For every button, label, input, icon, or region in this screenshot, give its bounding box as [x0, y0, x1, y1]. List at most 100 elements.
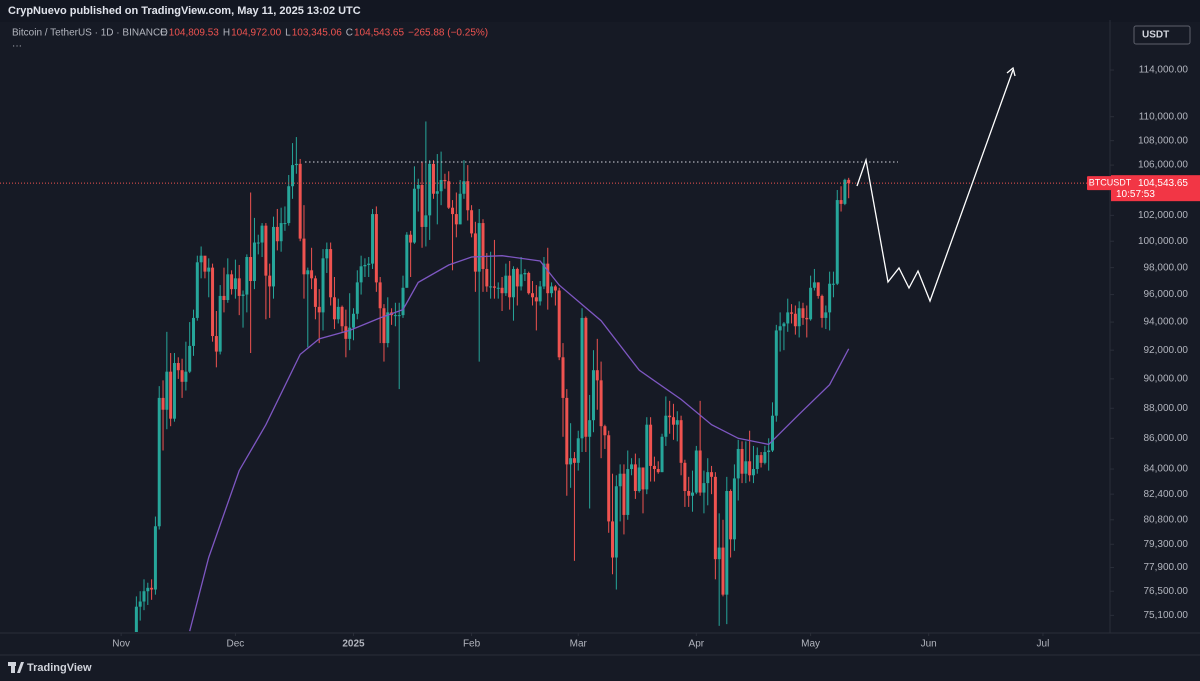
candle-body: [374, 214, 378, 283]
y-tick-label: 90,000.00: [1144, 374, 1189, 385]
x-tick-label: Feb: [463, 639, 481, 650]
candle-body: [283, 223, 287, 225]
candle-body: [664, 415, 668, 437]
candle-body: [732, 478, 736, 540]
candle-body: [359, 266, 363, 283]
candle-body: [843, 179, 847, 204]
candle-body: [431, 163, 435, 194]
candle-body: [249, 257, 253, 282]
candle-body: [195, 262, 199, 318]
candle-body: [176, 363, 180, 371]
candle-body: [386, 312, 390, 344]
publisher: CrypNuevo published on TradingView.com, …: [8, 5, 361, 17]
candle-body: [801, 308, 805, 318]
y-tick-label: 110,000.00: [1139, 111, 1189, 122]
candle-body: [812, 282, 816, 288]
y-tick-label: 96,000.00: [1144, 289, 1189, 300]
y-tick-label: 77,900.00: [1144, 562, 1189, 573]
currency[interactable]: USDT: [1142, 30, 1169, 41]
candle-body: [534, 297, 538, 302]
candle-body: [226, 274, 230, 301]
candle-body: [146, 587, 150, 592]
candle-body: [332, 297, 336, 320]
candle-body: [557, 290, 561, 358]
currency-button[interactable]: [1133, 25, 1191, 45]
symbol-tag: BTCUSDT: [1089, 178, 1132, 188]
candle-body: [142, 591, 146, 602]
y-tick-label: 102,000.00: [1138, 210, 1188, 221]
y-tick-label: 100,000.00: [1138, 236, 1188, 247]
candle-body: [820, 295, 824, 318]
candle-body: [302, 238, 306, 275]
candle-body: [729, 490, 733, 540]
moving-average: [189, 255, 850, 632]
y-tick-label: 88,000.00: [1144, 403, 1189, 414]
candle-body: [405, 234, 409, 288]
candle-body: [275, 226, 279, 242]
candle-body: [591, 370, 595, 421]
candle-body: [233, 278, 237, 290]
projection-arrowhead: [1006, 66, 1016, 77]
ohlc-value: 104,543.65: [354, 28, 404, 39]
candle-body: [355, 282, 359, 314]
candle-body: [264, 225, 268, 276]
candle-body: [652, 465, 656, 470]
x-tick-label: May: [801, 639, 820, 650]
candle-body: [569, 458, 573, 465]
candle-body: [268, 275, 272, 287]
candle-body: [744, 461, 748, 474]
candle-body: [710, 472, 714, 477]
countdown: 10:57:53: [1116, 189, 1155, 200]
candle-body: [298, 163, 302, 239]
candle-body: [515, 268, 519, 287]
x-tick-label: Mar: [570, 639, 588, 650]
candle-body: [649, 424, 653, 466]
candle-body: [321, 258, 325, 313]
candle-body: [199, 255, 203, 263]
candle-body: [397, 315, 401, 317]
candle-body: [687, 490, 691, 496]
x-tick-label: Jun: [921, 639, 937, 650]
x-tick-label: Nov: [112, 639, 130, 650]
candle-body: [611, 521, 615, 558]
y-tick-label: 84,000.00: [1144, 464, 1189, 475]
symbol-tag-box: [1087, 176, 1133, 191]
candle-body: [454, 214, 458, 225]
brand: TradingView: [27, 662, 92, 674]
candle-body: [683, 462, 687, 491]
candle-body: [363, 264, 367, 267]
candle-body: [157, 397, 161, 527]
candle-body: [348, 327, 352, 339]
candle-body: [336, 306, 340, 320]
candle-body: [828, 283, 832, 313]
price-axis: 114,000.00 110,000.00 108,000.00 106,000.00…: [112, 65, 1188, 650]
candle-body: [466, 181, 470, 211]
plot: [0, 121, 1110, 632]
candle-body: [489, 286, 493, 288]
candle-body: [207, 267, 211, 272]
candle-body: [435, 191, 439, 194]
candle-body: [671, 417, 675, 425]
candle-body: [809, 287, 813, 320]
candle-body: [630, 464, 634, 470]
candle-body: [172, 363, 176, 419]
candle-body: [192, 317, 196, 346]
candle-body: [287, 186, 291, 224]
candle-body: [291, 165, 295, 187]
candle-body: [188, 345, 192, 372]
candle-body: [603, 426, 607, 436]
candle-body: [519, 274, 523, 287]
candle-body: [481, 223, 485, 269]
candle-body: [412, 188, 416, 243]
candle-body: [256, 242, 260, 244]
candle-body: [367, 263, 371, 265]
candle-body: [294, 163, 298, 166]
candle-body: [325, 249, 329, 259]
candle-body: [706, 472, 710, 484]
candle-body: [595, 370, 599, 381]
candle-body: [839, 200, 843, 204]
x-tick-label: 2025: [342, 639, 365, 650]
candle-body: [561, 357, 565, 398]
